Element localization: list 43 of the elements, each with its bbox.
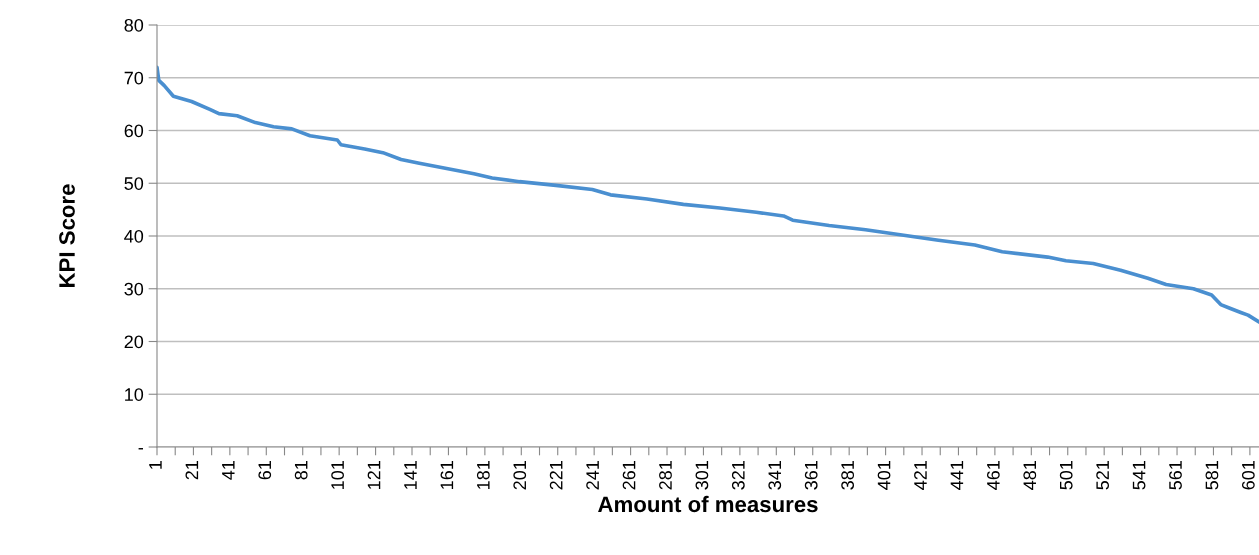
y-tick-label: 50 [124, 177, 144, 190]
x-tick-label: 161 [440, 461, 454, 489]
x-tick-label: 121 [367, 461, 381, 489]
x-tick-label: 41 [222, 461, 235, 480]
y-axis-title: KPI Score [59, 184, 75, 287]
y-tick-label: 10 [125, 388, 144, 401]
y-tick-label: 80 [124, 18, 144, 32]
x-tick-label: 281 [659, 461, 672, 490]
y-tick-label: 40 [124, 229, 144, 243]
x-tick-label: 241 [586, 461, 599, 490]
x-tick-label: 261 [622, 461, 636, 490]
x-tick-label: 401 [877, 461, 891, 490]
x-axis-title: Amount of measures [598, 495, 818, 513]
x-tick-label: 101 [331, 461, 344, 489]
x-tick-label: 361 [804, 461, 818, 490]
x-tick-label: 81 [294, 461, 308, 480]
x-tick-label: 541 [1132, 461, 1146, 490]
y-tick-label: - [138, 448, 143, 450]
x-tick-label: 601 [1241, 461, 1255, 490]
x-tick-label: 221 [549, 461, 563, 490]
x-tick-label: 1 [149, 461, 162, 469]
x-tick-label: 421 [914, 461, 927, 490]
x-tick-label: 21 [185, 461, 199, 480]
y-tick-label: 60 [124, 124, 144, 138]
x-tick-label: 441 [950, 461, 964, 490]
x-tick-label: 521 [1096, 461, 1110, 490]
y-tick-label: 30 [124, 282, 144, 296]
x-tick-label: 201 [513, 461, 527, 490]
y-tick-label: 70 [124, 71, 144, 85]
x-tick-label: 381 [841, 461, 855, 490]
x-tick-label: 141 [404, 461, 417, 489]
x-tick-label: 321 [731, 461, 745, 490]
y-tick-label: 20 [124, 335, 144, 349]
x-tick-label: 501 [1059, 461, 1073, 490]
x-tick-label: 461 [986, 461, 1000, 490]
x-tick-label: 481 [1023, 461, 1037, 490]
x-tick-label: 581 [1205, 461, 1219, 490]
x-tick-label: 301 [695, 461, 709, 490]
x-tick-label: 341 [768, 461, 782, 490]
line-series [157, 65, 1259, 324]
x-tick-label: 181 [476, 461, 490, 489]
x-tick-label: 61 [258, 461, 272, 480]
x-tick-label: 561 [1169, 461, 1182, 490]
